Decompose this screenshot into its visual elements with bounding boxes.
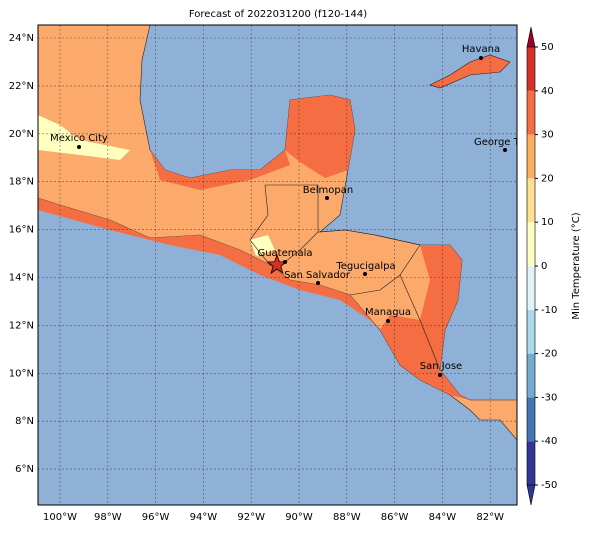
colorbar-tick-label: 0 xyxy=(541,261,547,272)
city-label: Tegucigalpa xyxy=(335,261,395,272)
colorbar-bin xyxy=(527,90,535,135)
city-dot xyxy=(316,281,320,285)
city-dot xyxy=(77,145,81,149)
city-label: Belmopan xyxy=(303,185,353,196)
cuba xyxy=(429,54,511,89)
map-frame xyxy=(37,24,518,506)
lon-label: 96°W xyxy=(142,512,170,523)
city-dot xyxy=(438,373,442,377)
colorbar-bin xyxy=(527,134,535,179)
colorbar-tick-label: -50 xyxy=(541,480,557,491)
city-dot xyxy=(325,196,329,200)
border xyxy=(317,229,421,296)
city-label: Havana xyxy=(462,44,500,55)
lon-label: 90°W xyxy=(285,512,313,523)
lon-label: 88°W xyxy=(333,512,361,523)
lon-label: 84°W xyxy=(429,512,457,523)
lat-label: 8°N xyxy=(15,416,34,427)
map-area: Havana Mexico City George Town Belmopan Guat… xyxy=(38,25,539,505)
colorbar-bin xyxy=(527,353,535,398)
colorbar-tick-label: -30 xyxy=(541,392,557,403)
city-label: Managua xyxy=(365,307,411,318)
colorbar-tick-label: -10 xyxy=(541,305,557,316)
city-dot xyxy=(283,260,287,264)
city-dot xyxy=(479,56,483,60)
lat-label: 6°N xyxy=(15,464,34,475)
colorbar-tick-label: 10 xyxy=(541,217,554,228)
city-label: George Town xyxy=(474,137,539,148)
land-cool xyxy=(250,235,275,256)
lat-label: 24°N xyxy=(9,33,34,44)
lon-label: 94°W xyxy=(190,512,218,523)
colorbar-tick-label: -40 xyxy=(541,436,557,447)
city-dot xyxy=(503,148,507,152)
land-warm xyxy=(38,198,380,330)
land-warm xyxy=(150,150,290,190)
lat-label: 14°N xyxy=(9,273,34,284)
colorbar-tick-label: -20 xyxy=(541,349,557,360)
colorbar-extend-low xyxy=(526,484,536,506)
colorbar-extend-high xyxy=(526,26,536,48)
colorbar-bin xyxy=(527,178,535,223)
city-dot xyxy=(363,272,367,276)
city-label: San Jose xyxy=(420,361,462,372)
colorbar-bin xyxy=(527,266,535,310)
colorbar-bin xyxy=(527,397,535,442)
colorbar-label: Min Temperature (°C) xyxy=(571,212,582,319)
colorbar-bin xyxy=(527,309,535,354)
colorbar-tick-label: 20 xyxy=(541,173,554,184)
lat-label: 20°N xyxy=(9,129,34,140)
lat-label: 16°N xyxy=(9,225,34,236)
colorbar-bin xyxy=(527,441,535,485)
colorbar-tick-label: 40 xyxy=(541,86,554,97)
border xyxy=(399,274,441,371)
city-label: Guatemala xyxy=(257,248,312,259)
lon-label: 82°W xyxy=(476,512,504,523)
land-warm xyxy=(380,245,470,400)
lat-label: 22°N xyxy=(9,81,34,92)
map-title: Forecast of 2022031200 (f120-144) xyxy=(189,9,367,20)
lat-label: 12°N xyxy=(9,320,34,331)
city-label: Mexico City xyxy=(50,133,108,144)
city-label: San Salvador xyxy=(284,270,351,281)
land-warm xyxy=(285,95,355,178)
lon-label: 92°W xyxy=(237,512,265,523)
lon-label: 86°W xyxy=(381,512,409,523)
lon-label: 98°W xyxy=(94,512,122,523)
colorbar-tick-label: 30 xyxy=(541,130,554,141)
lat-label: 10°N xyxy=(9,368,34,379)
lon-label: 100°W xyxy=(43,512,77,523)
colorbar-tick-label: 50 xyxy=(541,42,554,53)
city-dot xyxy=(386,319,390,323)
colorbar-bin xyxy=(527,47,535,91)
lat-label: 18°N xyxy=(9,177,34,188)
land-cool xyxy=(38,115,130,160)
colorbar-bin xyxy=(527,222,535,266)
